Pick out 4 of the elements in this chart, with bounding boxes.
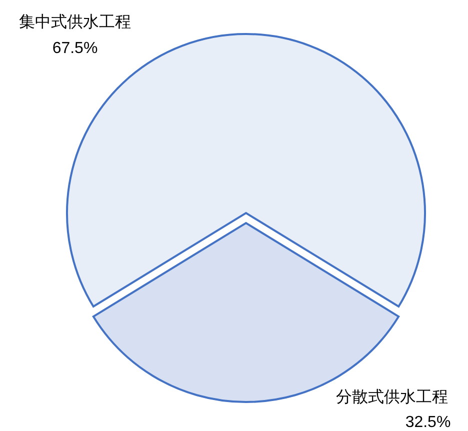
- slice-label: 分散式供水工程: [336, 387, 448, 406]
- data-label: 32.5%: [405, 414, 451, 431]
- slice-label: 集中式供水工程: [19, 12, 131, 31]
- data-label: 67.5%: [52, 40, 98, 57]
